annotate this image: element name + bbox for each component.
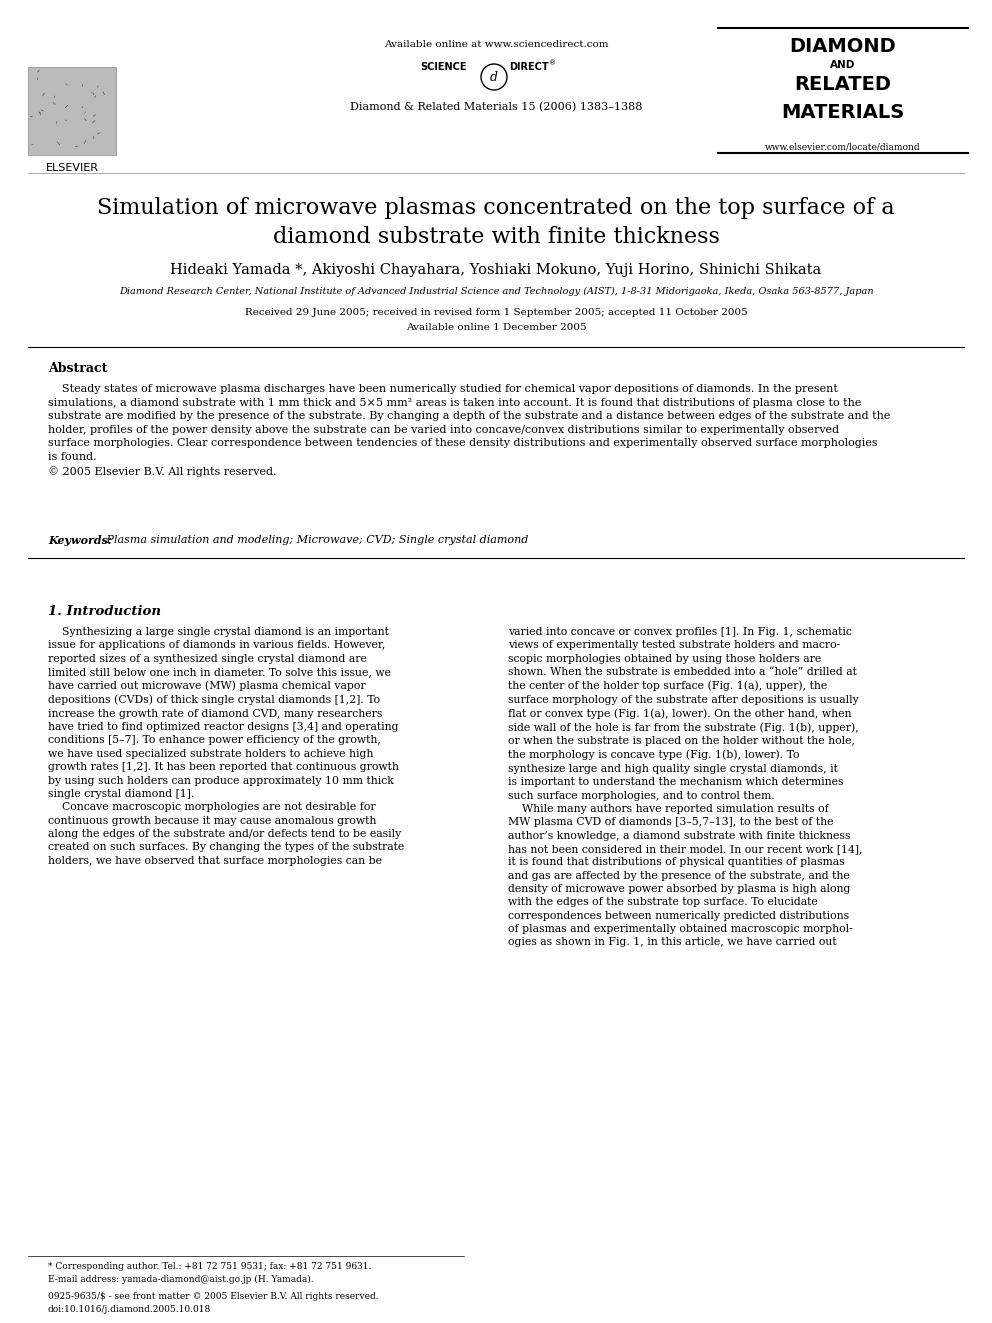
- Text: 0925-9635/$ - see front matter © 2005 Elsevier B.V. All rights reserved.: 0925-9635/$ - see front matter © 2005 El…: [48, 1293, 379, 1301]
- Text: Received 29 June 2005; received in revised form 1 September 2005; accepted 11 Oc: Received 29 June 2005; received in revis…: [245, 308, 747, 318]
- Text: d: d: [490, 71, 498, 83]
- Text: www.elsevier.com/locate/diamond: www.elsevier.com/locate/diamond: [765, 143, 921, 152]
- Text: DIRECT: DIRECT: [509, 62, 549, 71]
- Text: ELSEVIER: ELSEVIER: [46, 163, 98, 173]
- Text: 1. Introduction: 1. Introduction: [48, 605, 161, 618]
- Text: Synthesizing a large single crystal diamond is an important
issue for applicatio: Synthesizing a large single crystal diam…: [48, 627, 405, 865]
- Text: E-mail address: yamada-diamond@aist.go.jp (H. Yamada).: E-mail address: yamada-diamond@aist.go.j…: [48, 1275, 313, 1285]
- Text: Available online at www.sciencedirect.com: Available online at www.sciencedirect.co…: [384, 40, 608, 49]
- Text: Steady states of microwave plasma discharges have been numerically studied for c: Steady states of microwave plasma discha…: [48, 384, 891, 476]
- Text: Diamond & Related Materials 15 (2006) 1383–1388: Diamond & Related Materials 15 (2006) 13…: [350, 102, 642, 112]
- Text: MATERIALS: MATERIALS: [782, 103, 905, 122]
- Text: Keywords:: Keywords:: [48, 534, 112, 546]
- Text: SCIENCE: SCIENCE: [420, 62, 466, 71]
- Text: Hideaki Yamada *, Akiyoshi Chayahara, Yoshiaki Mokuno, Yuji Horino, Shinichi Shi: Hideaki Yamada *, Akiyoshi Chayahara, Yo…: [171, 263, 821, 277]
- Text: varied into concave or convex profiles [1]. In Fig. 1, schematic
views of experi: varied into concave or convex profiles […: [508, 627, 862, 947]
- Text: RELATED: RELATED: [795, 75, 892, 94]
- Text: Diamond Research Center, National Institute of Advanced Industrial Science and T: Diamond Research Center, National Instit…: [119, 287, 873, 296]
- Text: doi:10.1016/j.diamond.2005.10.018: doi:10.1016/j.diamond.2005.10.018: [48, 1304, 211, 1314]
- Text: AND: AND: [830, 60, 856, 70]
- Text: Abstract: Abstract: [48, 363, 107, 374]
- Text: * Corresponding author. Tel.: +81 72 751 9531; fax: +81 72 751 9631.: * Corresponding author. Tel.: +81 72 751…: [48, 1262, 371, 1271]
- Text: ®: ®: [549, 60, 557, 66]
- Text: DIAMOND: DIAMOND: [790, 37, 897, 56]
- FancyBboxPatch shape: [28, 67, 116, 155]
- Text: Simulation of microwave plasmas concentrated on the top surface of a
diamond sub: Simulation of microwave plasmas concentr…: [97, 197, 895, 247]
- Text: Available online 1 December 2005: Available online 1 December 2005: [406, 323, 586, 332]
- Text: Plasma simulation and modeling; Microwave; CVD; Single crystal diamond: Plasma simulation and modeling; Microwav…: [103, 534, 529, 545]
